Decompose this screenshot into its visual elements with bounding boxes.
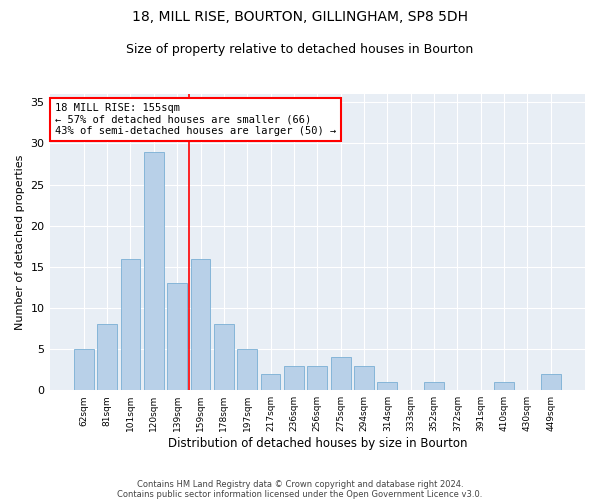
Bar	[307, 366, 327, 390]
Bar	[424, 382, 444, 390]
Bar	[354, 366, 374, 390]
Text: 18 MILL RISE: 155sqm
← 57% of detached houses are smaller (66)
43% of semi-detac: 18 MILL RISE: 155sqm ← 57% of detached h…	[55, 103, 336, 136]
Bar	[284, 366, 304, 390]
Y-axis label: Number of detached properties: Number of detached properties	[15, 154, 25, 330]
Text: Contains HM Land Registry data © Crown copyright and database right 2024.: Contains HM Land Registry data © Crown c…	[137, 480, 463, 489]
Bar	[214, 324, 234, 390]
Bar	[541, 374, 560, 390]
Bar	[144, 152, 164, 390]
Bar	[260, 374, 280, 390]
Text: Contains public sector information licensed under the Open Government Licence v3: Contains public sector information licen…	[118, 490, 482, 499]
Bar	[97, 324, 117, 390]
Text: Size of property relative to detached houses in Bourton: Size of property relative to detached ho…	[127, 42, 473, 56]
Bar	[494, 382, 514, 390]
Bar	[74, 349, 94, 390]
Bar	[238, 349, 257, 390]
Text: 18, MILL RISE, BOURTON, GILLINGHAM, SP8 5DH: 18, MILL RISE, BOURTON, GILLINGHAM, SP8 …	[132, 10, 468, 24]
Bar	[377, 382, 397, 390]
Bar	[167, 283, 187, 390]
Bar	[121, 258, 140, 390]
X-axis label: Distribution of detached houses by size in Bourton: Distribution of detached houses by size …	[167, 437, 467, 450]
Bar	[331, 358, 350, 390]
Bar	[191, 258, 211, 390]
